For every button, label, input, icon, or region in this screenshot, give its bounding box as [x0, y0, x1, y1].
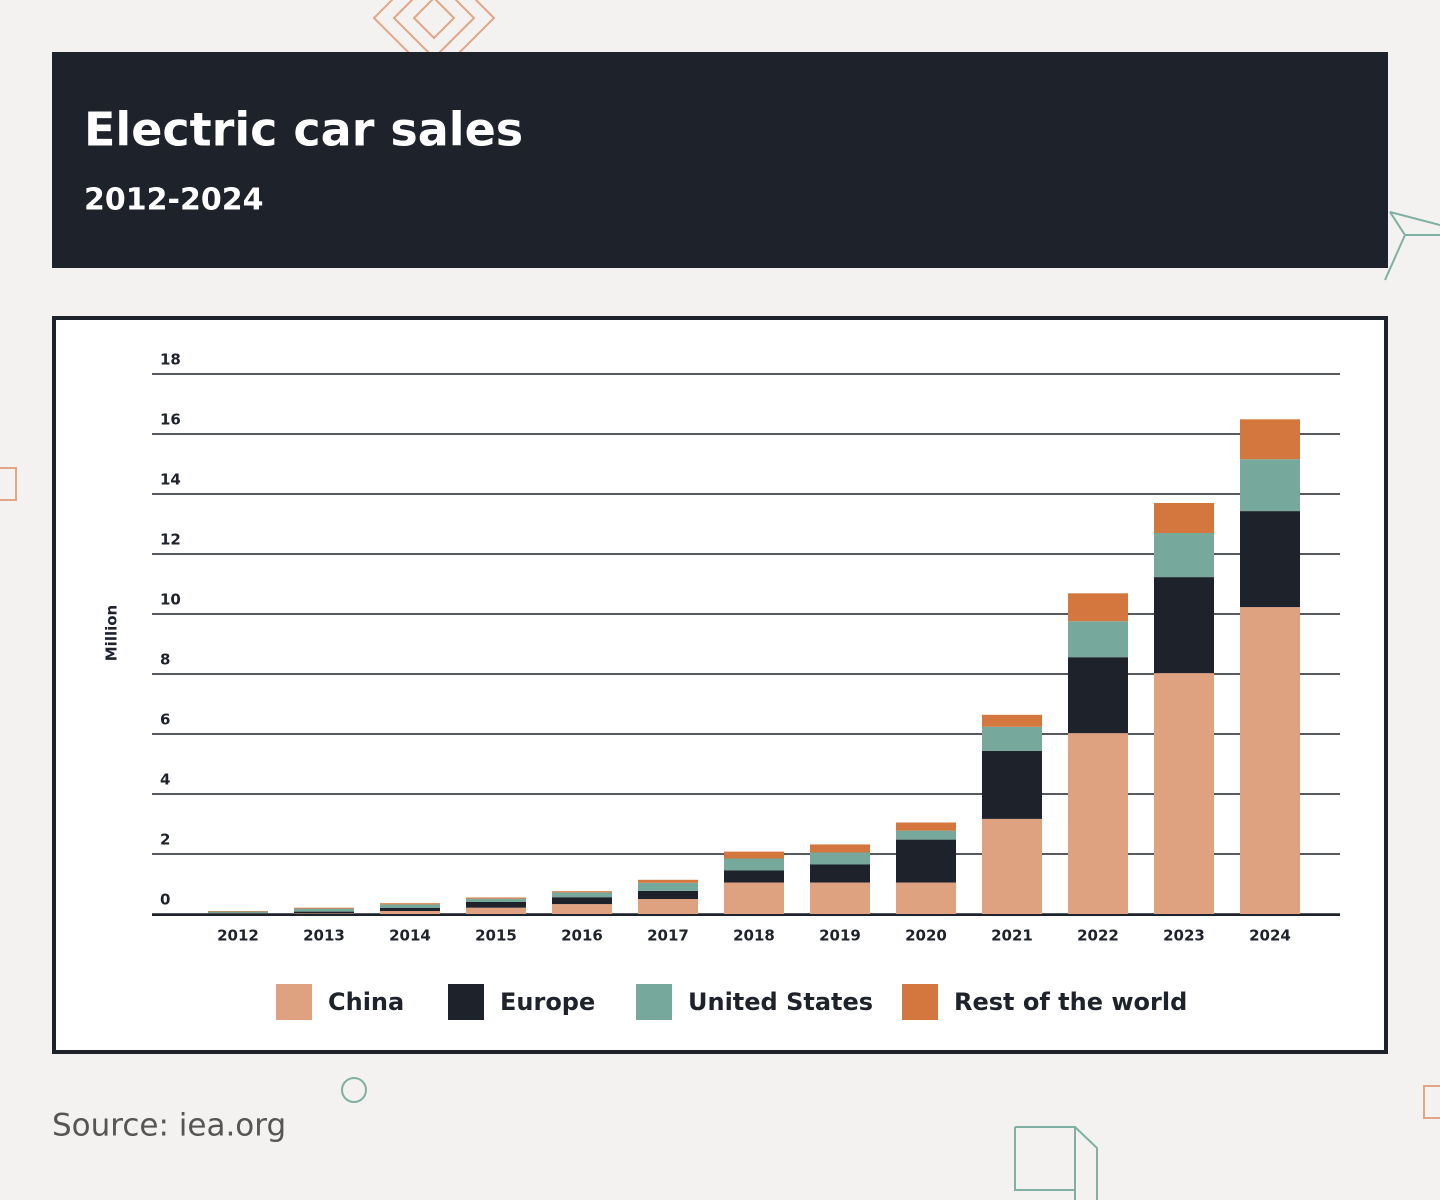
x-tick-label: 2012: [217, 927, 259, 945]
bar-segment: [1068, 733, 1128, 914]
legend-label: United States: [688, 988, 873, 1016]
bar-segment: [810, 844, 870, 853]
bar-segment: [1068, 657, 1128, 734]
y-tick-label: 4: [160, 771, 170, 789]
bar-segment: [638, 882, 698, 891]
legend-label: Rest of the world: [954, 988, 1187, 1016]
decoration: [341, 211, 1440, 1200]
legend-swatch: [276, 984, 312, 1020]
bar-segment: [896, 830, 956, 840]
bar-segment: [1240, 419, 1300, 460]
header: [52, 52, 1388, 268]
bar-segment: [380, 911, 440, 914]
legend-swatch: [448, 984, 484, 1020]
y-tick-label: 18: [160, 351, 181, 369]
bar-segment: [896, 822, 956, 831]
y-tick-label: 10: [160, 591, 181, 609]
x-tick-label: 2015: [475, 927, 517, 945]
y-tick-label: 8: [160, 651, 170, 669]
x-tick-label: 2024: [1249, 927, 1291, 945]
bar-segment: [1068, 593, 1128, 622]
legend-label: China: [328, 988, 404, 1016]
y-tick-label: 14: [160, 471, 181, 489]
y-tick-label: 16: [160, 411, 181, 429]
bar-segment: [208, 911, 268, 914]
y-tick-label: 0: [160, 891, 170, 909]
bar-segment: [1154, 673, 1214, 914]
bar-segment: [466, 902, 526, 908]
bar-segment: [208, 911, 268, 912]
bar-segment: [380, 903, 440, 905]
bar-segment: [1240, 511, 1300, 608]
legend-swatch: [902, 984, 938, 1020]
y-tick-label: 2: [160, 831, 170, 849]
x-tick-label: 2014: [389, 927, 431, 945]
bar-segment: [1240, 459, 1300, 512]
title: Electric car sales: [84, 103, 523, 157]
x-tick-label: 2016: [561, 927, 603, 945]
bar-segment: [1154, 577, 1214, 674]
bar-segment: [1154, 503, 1214, 533]
bar-segment: [294, 907, 354, 909]
bar-segment: [724, 858, 784, 871]
bar-segment: [896, 839, 956, 883]
bar-segment: [1068, 621, 1128, 658]
x-tick-label: 2021: [991, 927, 1033, 945]
bar-segment: [208, 913, 268, 914]
legend-label: Europe: [500, 988, 595, 1016]
bar-segment: [638, 879, 698, 883]
x-tick-label: 2020: [905, 927, 947, 945]
bar-segment: [294, 913, 354, 914]
subtitle: 2012-2024: [84, 183, 263, 218]
bar-segment: [552, 891, 612, 893]
y-tick-label: 12: [160, 531, 181, 549]
bar-segment: [896, 882, 956, 914]
legend-swatch: [636, 984, 672, 1020]
bar-segment: [982, 750, 1042, 819]
bar-segment: [982, 714, 1042, 727]
bar-segment: [294, 908, 354, 912]
bar-segment: [724, 851, 784, 859]
bar-segment: [294, 911, 354, 914]
bar-segment: [380, 908, 440, 911]
bar-segment: [466, 898, 526, 902]
source: Source: iea.org: [52, 1108, 286, 1144]
bar-segment: [466, 907, 526, 914]
bar-segment: [982, 818, 1042, 914]
bar-segment: [724, 870, 784, 883]
x-tick-label: 2017: [647, 927, 689, 945]
bar-segment: [552, 892, 612, 898]
bar-segment: [638, 890, 698, 899]
bar-segment: [982, 726, 1042, 751]
bar-segment: [380, 904, 440, 908]
x-tick-label: 2019: [819, 927, 861, 945]
bar-segment: [466, 897, 526, 899]
bar-segment: [810, 852, 870, 865]
x-tick-label: 2022: [1077, 927, 1119, 945]
x-tick-label: 2018: [733, 927, 775, 945]
bar-segment: [810, 864, 870, 883]
y-tick-label: 6: [160, 711, 170, 729]
y-axis-label: Million: [103, 605, 121, 661]
x-tick-label: 2013: [303, 927, 345, 945]
x-tick-label: 2023: [1163, 927, 1205, 945]
bar-segment: [638, 899, 698, 914]
bar-segment: [552, 897, 612, 905]
bar-segment: [724, 882, 784, 914]
bar-segment: [1154, 533, 1214, 578]
bar-segment: [552, 904, 612, 914]
bar-segment: [1240, 607, 1300, 914]
bar-segment: [810, 882, 870, 914]
